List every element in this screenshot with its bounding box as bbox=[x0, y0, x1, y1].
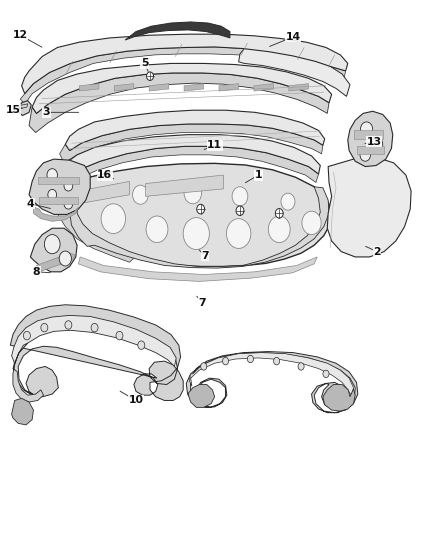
Polygon shape bbox=[125, 22, 230, 40]
Text: 13: 13 bbox=[367, 136, 381, 147]
Polygon shape bbox=[354, 131, 383, 139]
Text: 11: 11 bbox=[207, 140, 222, 150]
Polygon shape bbox=[38, 177, 79, 184]
Text: 7: 7 bbox=[198, 297, 206, 308]
Polygon shape bbox=[254, 84, 274, 91]
Circle shape bbox=[281, 193, 295, 210]
Circle shape bbox=[91, 324, 98, 332]
Polygon shape bbox=[57, 147, 318, 188]
Circle shape bbox=[360, 122, 373, 137]
Circle shape bbox=[183, 217, 209, 249]
Polygon shape bbox=[323, 384, 355, 411]
Circle shape bbox=[236, 206, 244, 215]
Polygon shape bbox=[79, 84, 99, 91]
Text: 1: 1 bbox=[254, 170, 262, 180]
Text: 2: 2 bbox=[373, 247, 381, 256]
Text: 5: 5 bbox=[141, 59, 148, 68]
Circle shape bbox=[138, 341, 145, 350]
Polygon shape bbox=[29, 159, 90, 214]
Circle shape bbox=[184, 182, 201, 204]
Polygon shape bbox=[63, 135, 320, 177]
Circle shape bbox=[201, 363, 207, 370]
Polygon shape bbox=[149, 84, 169, 91]
Circle shape bbox=[48, 189, 57, 200]
Polygon shape bbox=[30, 228, 77, 272]
Circle shape bbox=[23, 332, 30, 340]
Circle shape bbox=[147, 72, 153, 80]
Polygon shape bbox=[60, 124, 323, 163]
Polygon shape bbox=[239, 47, 350, 96]
Circle shape bbox=[197, 204, 205, 214]
Circle shape bbox=[47, 168, 57, 181]
Polygon shape bbox=[146, 175, 223, 196]
Polygon shape bbox=[219, 84, 239, 91]
Circle shape bbox=[146, 216, 168, 243]
Polygon shape bbox=[289, 84, 308, 91]
Circle shape bbox=[59, 251, 71, 266]
Circle shape bbox=[223, 358, 229, 365]
Polygon shape bbox=[78, 181, 130, 204]
Polygon shape bbox=[189, 353, 353, 397]
Text: 8: 8 bbox=[33, 267, 40, 277]
Polygon shape bbox=[78, 257, 317, 281]
Polygon shape bbox=[13, 343, 43, 402]
Circle shape bbox=[101, 204, 126, 233]
Text: 12: 12 bbox=[13, 30, 28, 41]
Polygon shape bbox=[186, 352, 358, 413]
Polygon shape bbox=[11, 305, 183, 400]
Polygon shape bbox=[12, 398, 33, 425]
Polygon shape bbox=[53, 185, 135, 262]
Circle shape bbox=[371, 138, 383, 151]
Circle shape bbox=[247, 356, 254, 363]
Text: 4: 4 bbox=[27, 199, 34, 209]
Text: 7: 7 bbox=[201, 251, 209, 261]
Polygon shape bbox=[188, 384, 215, 407]
Polygon shape bbox=[327, 157, 411, 257]
Circle shape bbox=[41, 324, 48, 332]
Text: 14: 14 bbox=[286, 32, 301, 42]
Circle shape bbox=[116, 332, 123, 340]
Text: 15: 15 bbox=[5, 104, 21, 115]
Polygon shape bbox=[20, 47, 346, 104]
Circle shape bbox=[302, 211, 321, 235]
Text: 3: 3 bbox=[43, 107, 50, 117]
Circle shape bbox=[64, 198, 73, 209]
Circle shape bbox=[276, 208, 283, 218]
Circle shape bbox=[298, 363, 304, 370]
Circle shape bbox=[226, 219, 251, 248]
Polygon shape bbox=[65, 110, 325, 151]
Polygon shape bbox=[348, 111, 393, 166]
Circle shape bbox=[65, 321, 72, 329]
Polygon shape bbox=[39, 197, 78, 204]
Text: 10: 10 bbox=[128, 395, 144, 406]
Circle shape bbox=[323, 370, 329, 377]
Polygon shape bbox=[114, 84, 134, 91]
Circle shape bbox=[268, 216, 290, 243]
Circle shape bbox=[133, 185, 148, 204]
Polygon shape bbox=[21, 34, 348, 94]
Circle shape bbox=[360, 149, 371, 161]
Circle shape bbox=[232, 187, 248, 206]
Polygon shape bbox=[32, 63, 332, 114]
Circle shape bbox=[64, 180, 73, 191]
Polygon shape bbox=[184, 84, 204, 91]
Polygon shape bbox=[33, 253, 75, 272]
Circle shape bbox=[44, 235, 60, 254]
Polygon shape bbox=[12, 316, 176, 367]
Polygon shape bbox=[70, 187, 329, 268]
Polygon shape bbox=[17, 101, 31, 116]
Polygon shape bbox=[29, 73, 329, 133]
Circle shape bbox=[274, 358, 280, 365]
Polygon shape bbox=[357, 147, 384, 154]
Polygon shape bbox=[33, 207, 78, 221]
Text: 16: 16 bbox=[97, 170, 112, 180]
Polygon shape bbox=[65, 164, 332, 266]
